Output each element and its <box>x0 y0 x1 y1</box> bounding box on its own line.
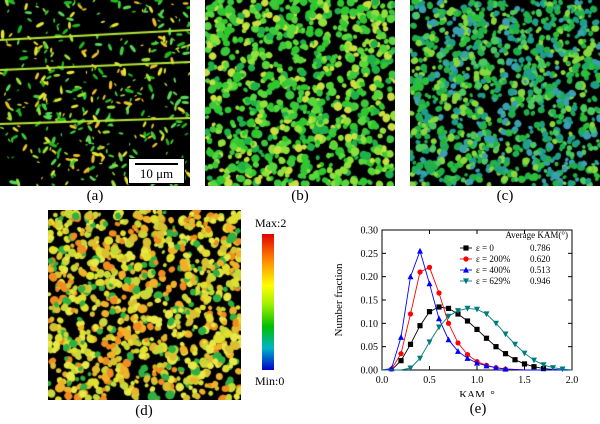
panel-label-a: (a) <box>86 188 104 204</box>
series-point-0 <box>436 304 442 310</box>
series-point-2 <box>455 348 461 354</box>
y-tick-label: 0.00 <box>361 366 379 377</box>
y-tick-label: 0.05 <box>361 342 379 353</box>
legend-title: Average KAM(°) <box>505 230 568 240</box>
micrograph-c <box>410 0 600 186</box>
legend-entry-average: 0.620 <box>530 254 551 264</box>
legend-entry-name: ε = 0 <box>476 243 494 253</box>
legend-entry-name: ε = 629% <box>476 276 511 286</box>
micrograph-a <box>0 0 190 186</box>
scale-bar: 10 μm <box>128 158 185 184</box>
series-point-3 <box>493 320 499 327</box>
series-point-3 <box>407 365 414 372</box>
series-point-0 <box>531 364 537 370</box>
colorbar-min-label: Min:0 <box>255 374 285 388</box>
series-point-3 <box>521 350 528 357</box>
series-point-0 <box>493 344 499 350</box>
legend-marker-3 <box>463 278 469 285</box>
y-axis-label: Number fraction <box>333 263 345 336</box>
legend-marker-0 <box>463 245 469 251</box>
series-point-3 <box>445 313 452 320</box>
series-point-3 <box>436 324 442 331</box>
series-point-2 <box>398 334 404 340</box>
series-point-0 <box>512 357 518 363</box>
series-point-0 <box>502 351 509 357</box>
series-point-3 <box>426 339 433 346</box>
series-point-3 <box>464 305 471 312</box>
y-tick-label: 0.10 <box>361 319 379 330</box>
series-point-2 <box>502 365 509 372</box>
series-point-0 <box>407 341 414 347</box>
series-point-2 <box>445 336 452 343</box>
y-tick-label: 0.25 <box>361 249 379 260</box>
series-point-0 <box>398 358 404 364</box>
scale-bar-line <box>135 163 178 165</box>
series-point-0 <box>483 335 490 341</box>
series-point-2 <box>464 355 471 361</box>
series-point-3 <box>474 306 480 313</box>
colorbar-max-label: Max:2 <box>255 216 287 230</box>
scale-bar-label: 10 μm <box>139 166 174 181</box>
series-point-1 <box>426 264 433 270</box>
series-point-3 <box>417 355 423 362</box>
legend-marker-1 <box>463 256 469 262</box>
series-point-1 <box>417 269 423 275</box>
series-point-1 <box>455 340 461 346</box>
series-point-0 <box>464 318 471 324</box>
series-point-3 <box>483 311 490 318</box>
x-tick-label: 0.5 <box>423 375 436 386</box>
y-tick-label: 0.30 <box>361 226 379 237</box>
panel-label-b: (b) <box>291 188 309 204</box>
series-point-0 <box>540 366 547 372</box>
series-point-0 <box>445 305 452 311</box>
legend-entry-name: ε = 400% <box>476 265 511 275</box>
series-point-1 <box>398 351 404 357</box>
series-point-0 <box>474 326 480 332</box>
kam-distribution-chart: 0.0 0.5 1.0 1.5 2.0 0.00 0.05 0.10 0.15 0.20 0.25 0… <box>333 226 579 398</box>
series-point-2 <box>483 362 490 369</box>
panel-label-c: (c) <box>496 188 514 204</box>
legend-entry-average: 0.946 <box>530 276 551 286</box>
series-point-3 <box>540 362 547 369</box>
legend-entry-average: 0.786 <box>530 243 551 253</box>
legend-entry-average: 0.513 <box>530 265 551 275</box>
y-tick-label: 0.20 <box>361 272 379 283</box>
series-point-0 <box>455 311 461 317</box>
x-tick-label: 1.0 <box>471 375 484 386</box>
series-point-3 <box>455 308 461 314</box>
series-point-3 <box>550 365 556 371</box>
micrograph-d <box>48 210 241 400</box>
series-point-2 <box>417 247 423 254</box>
series-point-2 <box>426 280 433 287</box>
series-point-0 <box>417 323 423 329</box>
panel-label-d: (d) <box>135 403 153 419</box>
legend-marker-2 <box>463 266 469 273</box>
colorbar <box>262 234 274 370</box>
x-tick-label: 1.5 <box>518 375 531 386</box>
micrograph-b <box>205 0 395 186</box>
series-point-1 <box>407 311 414 317</box>
series-point-0 <box>521 361 528 367</box>
series-point-3 <box>512 341 518 348</box>
series-point-2 <box>474 359 480 366</box>
series-point-2 <box>436 315 442 322</box>
series-point-1 <box>445 320 452 326</box>
y-tick-label: 0.15 <box>361 296 379 307</box>
x-axis-label: KAM, ° <box>459 389 495 397</box>
series-point-3 <box>502 331 509 338</box>
x-tick-label: 0.0 <box>376 375 389 386</box>
series-point-2 <box>407 273 414 280</box>
series-point-2 <box>493 364 499 371</box>
series-point-3 <box>559 366 566 373</box>
panel-label-e: (e) <box>469 401 487 417</box>
legend-entry-name: ε = 200% <box>476 254 511 264</box>
x-tick-label: 2.0 <box>566 375 579 386</box>
series-point-1 <box>464 352 471 358</box>
series-point-1 <box>436 290 442 296</box>
series-point-3 <box>531 357 537 364</box>
series-point-0 <box>426 309 433 315</box>
